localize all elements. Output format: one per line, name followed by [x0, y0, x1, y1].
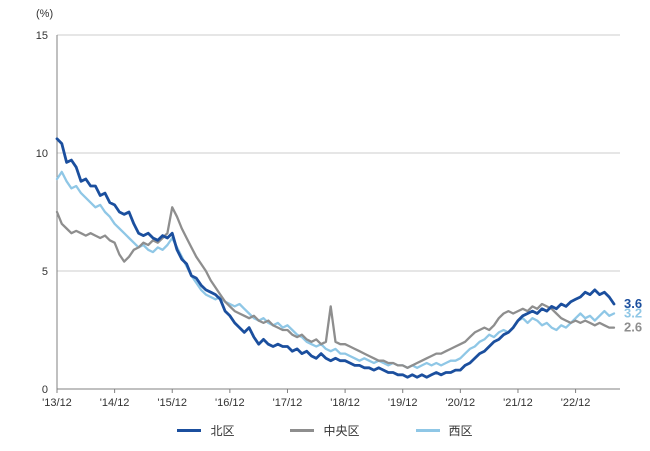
x-tick-label: '22/12 [561, 397, 591, 409]
y-tick-label: 10 [36, 148, 48, 160]
legend-item-kita: 北区 [177, 422, 234, 439]
legend-label-kita: 北区 [210, 424, 235, 438]
series-line-chuo [55, 206, 616, 369]
end-value-label-chuo: 2.6 [624, 320, 642, 335]
x-tick-label: '13/12 [42, 397, 72, 409]
y-tick-label: 15 [36, 30, 48, 42]
y-tick-label: 5 [42, 266, 48, 278]
legend: 北区 中央区 西区 [0, 422, 650, 439]
x-tick-label: '20/12 [446, 397, 476, 409]
x-tick-label: '17/12 [273, 397, 303, 409]
nishi-line-swatch-icon [415, 429, 440, 432]
x-tick-label: '15/12 [157, 397, 187, 409]
chuo-line-swatch-icon [290, 429, 315, 432]
kita-line-swatch-icon [177, 429, 202, 432]
y-tick-label: 0 [42, 384, 48, 396]
x-tick-label: '14/12 [100, 397, 130, 409]
x-tick-label: '16/12 [215, 397, 245, 409]
end-value-label-kita: 3.6 [624, 296, 642, 311]
y-axis-unit-label: (%) [36, 8, 54, 20]
legend-item-nishi: 西区 [415, 422, 473, 439]
legend-label-chuo: 中央区 [323, 424, 360, 438]
series-line-kita [55, 137, 616, 379]
end-value-label-nishi: 3.2 [624, 305, 642, 320]
x-tick-label: '21/12 [503, 397, 533, 409]
x-tick-label: '18/12 [330, 397, 360, 409]
legend-label-nishi: 西区 [448, 424, 473, 438]
legend-item-chuo: 中央区 [290, 422, 360, 439]
x-tick-label: '19/12 [388, 397, 418, 409]
